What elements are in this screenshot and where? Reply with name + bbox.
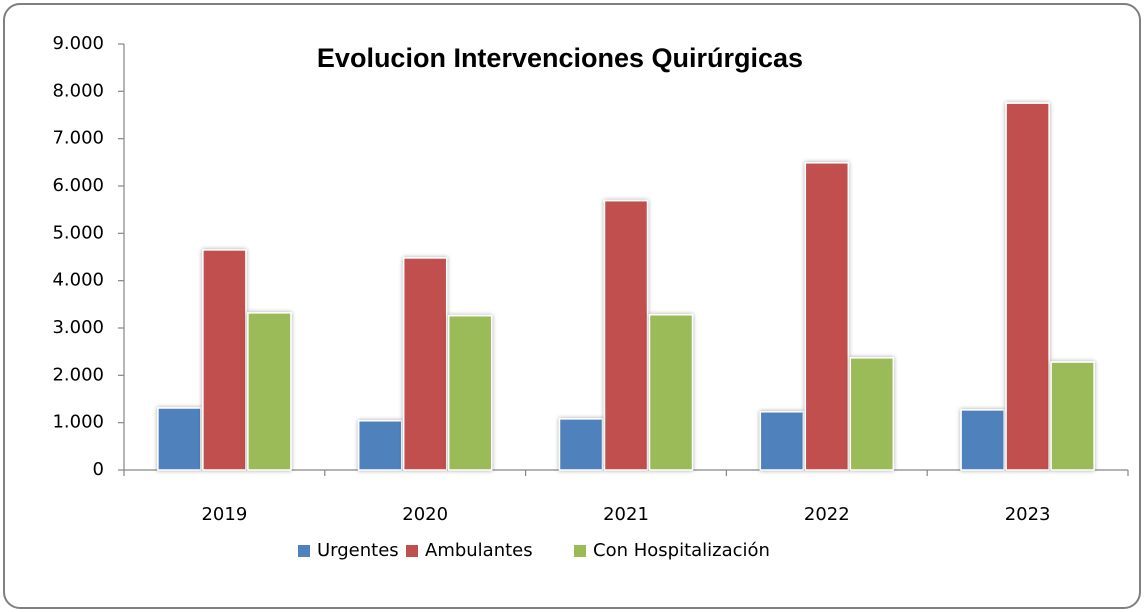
bar — [357, 420, 403, 471]
y-tick-label: 2.000 — [52, 364, 104, 385]
bar — [558, 418, 604, 471]
bar — [157, 407, 202, 471]
y-tick-label: 4.000 — [52, 270, 104, 291]
y-tick-label: 1.000 — [52, 412, 104, 433]
legend-swatch — [574, 545, 586, 557]
x-tick-label: 2020 — [402, 504, 448, 525]
bar — [804, 162, 850, 471]
bar — [247, 312, 292, 471]
y-tick-label: 5.000 — [52, 222, 104, 243]
legend-label: Urgentes — [317, 540, 399, 561]
y-tick-label: 6.000 — [52, 175, 104, 196]
bar — [849, 357, 895, 471]
bar — [960, 409, 1005, 471]
legend-label: Ambulantes — [425, 540, 533, 561]
bar — [759, 411, 805, 471]
x-tick-label: 2019 — [201, 504, 247, 525]
x-tick-label: 2023 — [1005, 504, 1051, 525]
legend-swatch — [298, 545, 310, 557]
bar — [202, 249, 247, 471]
chart-border — [3, 3, 1141, 609]
legend-swatch — [406, 545, 418, 557]
chart-title: Evolucion Intervenciones Quirúrgicas — [317, 43, 803, 73]
y-tick-label: 3.000 — [52, 317, 104, 338]
bar — [603, 199, 649, 471]
bar — [402, 257, 448, 471]
legend-label: Con Hospitalización — [593, 540, 770, 561]
y-tick-label: 0 — [93, 459, 104, 480]
x-tick-label: 2021 — [603, 504, 649, 525]
y-tick-label: 9.000 — [52, 33, 104, 54]
bar — [1050, 361, 1095, 471]
y-tick-label: 7.000 — [52, 128, 104, 149]
y-tick-label: 8.000 — [52, 80, 104, 101]
bar — [447, 314, 493, 471]
bar — [648, 313, 694, 471]
x-tick-label: 2022 — [804, 504, 850, 525]
bar — [1005, 102, 1050, 471]
